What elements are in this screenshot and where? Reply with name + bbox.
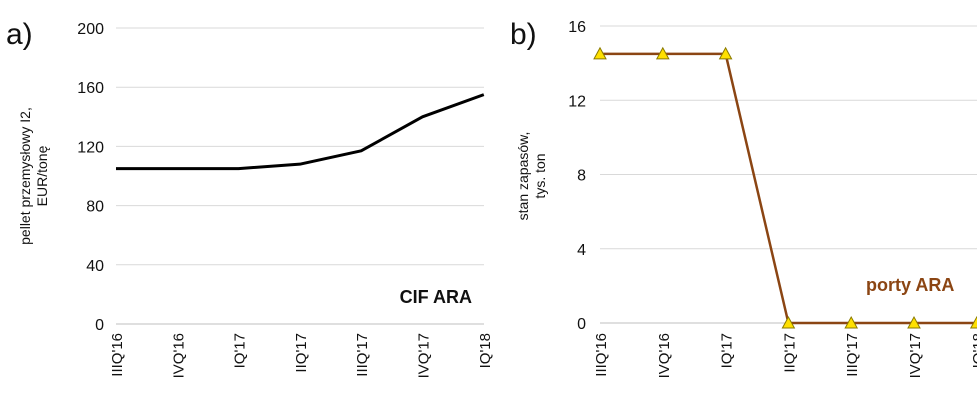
- data-point-marker: [593, 46, 607, 60]
- data-point-marker: [718, 46, 733, 60]
- x-tick-label: IVQ'16: [170, 333, 187, 378]
- x-tick-label: IIIQ'17: [844, 333, 861, 377]
- panel-a-label: a): [6, 18, 33, 51]
- panel-a-y-axis-title-line2: EUR/tonę: [34, 145, 50, 206]
- y-tick-label: 40: [86, 258, 104, 275]
- panel-b-markers: [593, 46, 977, 329]
- panel-b: b) 0 4 8 12 16 stan zapasów, tys. ton IIIQ'1…: [510, 18, 977, 378]
- y-tick-label: 0: [577, 316, 586, 333]
- panel-a-x-ticks: IIIQ'16 IVQ'16 IQ'17 IIQ'17 IIIQ'17 IVQ'17 IQ'…: [109, 333, 494, 378]
- x-tick-label: IQ'17: [232, 333, 249, 368]
- panel-a-series-line: [116, 93, 485, 171]
- panel-b-x-ticks: IIIQ'16 IVQ'16 IQ'17 IIQ'17 IIIQ'17 IVQ'17 IQ'…: [593, 333, 977, 378]
- y-tick-label: 80: [86, 199, 104, 216]
- data-point-marker: [655, 46, 670, 60]
- panel-a-y-ticks: 0 40 80 120 160 200: [77, 21, 104, 334]
- panel-b-y-ticks: 0 4 8 12 16: [568, 19, 586, 333]
- x-tick-label: IIIQ'16: [593, 333, 610, 377]
- x-tick-label: IQ'18: [477, 333, 494, 368]
- panel-b-y-axis-title-line1: stan zapasów,: [515, 132, 531, 221]
- panel-b-annotation: porty ARA: [866, 275, 954, 295]
- panel-b-y-axis-title-line2: tys. ton: [532, 153, 548, 198]
- panel-b-label: b): [510, 18, 537, 51]
- y-tick-label: 0: [95, 317, 104, 334]
- y-tick-label: 120: [77, 139, 104, 156]
- x-tick-label: IVQ'16: [656, 333, 673, 378]
- x-tick-label: IIQ'17: [781, 333, 798, 373]
- y-tick-label: 16: [568, 19, 586, 36]
- y-tick-label: 8: [577, 168, 586, 185]
- panel-a-annotation: CIF ARA: [400, 287, 472, 307]
- x-tick-label: IQ'17: [719, 333, 736, 368]
- data-point-marker: [907, 315, 921, 329]
- data-point-marker: [844, 315, 859, 329]
- x-tick-label: IIIQ'17: [354, 333, 371, 377]
- y-tick-label: 200: [77, 21, 104, 38]
- data-point-marker: [781, 315, 796, 329]
- x-tick-label: IVQ'17: [416, 333, 433, 378]
- x-tick-label: IIIQ'16: [109, 333, 126, 377]
- panel-b-gridlines: [600, 25, 977, 250]
- panel-a-gridlines: [116, 27, 484, 266]
- x-tick-label: IQ'18: [970, 333, 977, 368]
- x-tick-label: IIQ'17: [293, 333, 310, 373]
- panel-a: a) 0 40 80 120 160 200 pellet przemysłowy I2,…: [6, 18, 494, 378]
- y-tick-label: 160: [77, 80, 104, 97]
- x-tick-label: IVQ'17: [907, 333, 924, 378]
- y-tick-label: 4: [577, 242, 586, 259]
- y-tick-label: 12: [568, 93, 586, 110]
- panel-a-y-axis-title-line1: pellet przemysłowy I2,: [17, 107, 33, 245]
